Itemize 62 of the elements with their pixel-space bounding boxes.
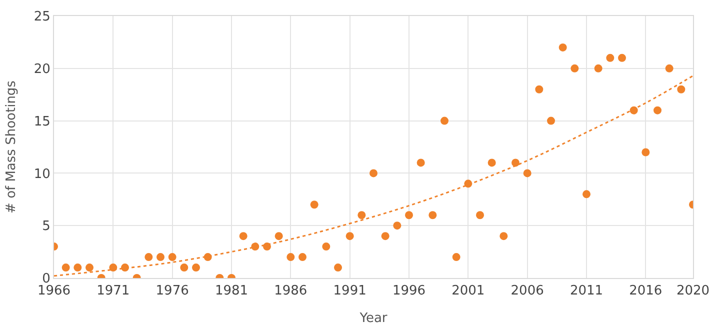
point xyxy=(381,232,390,240)
point xyxy=(570,64,579,72)
x-tick-label: 2001 xyxy=(452,284,485,299)
x-tick-label: 2011 xyxy=(570,284,604,299)
point xyxy=(180,264,188,272)
point xyxy=(310,200,318,209)
point xyxy=(452,253,460,262)
point xyxy=(239,232,248,240)
y-tick-label: 15 xyxy=(34,114,50,130)
point xyxy=(594,64,602,72)
point xyxy=(416,158,425,167)
line-series xyxy=(54,74,693,277)
x-tick-label: 1966 xyxy=(37,284,71,299)
x-tick-label: 1986 xyxy=(274,284,308,299)
point xyxy=(535,85,544,94)
x-tick-label: 1991 xyxy=(333,284,366,299)
point xyxy=(192,264,200,272)
y-tick-label: 10 xyxy=(34,166,50,182)
x-tick-label: 1976 xyxy=(156,284,189,299)
point xyxy=(286,253,295,262)
point xyxy=(606,54,614,62)
x-tick-label: 2020 xyxy=(676,284,710,299)
point xyxy=(144,253,153,262)
point xyxy=(168,253,176,262)
point xyxy=(500,232,508,240)
point xyxy=(86,264,94,272)
x-tick-label: 2006 xyxy=(510,284,544,299)
point xyxy=(346,232,354,240)
point xyxy=(677,85,686,94)
y-tick-label: 20 xyxy=(34,62,50,77)
point xyxy=(298,253,306,262)
point xyxy=(440,116,448,125)
x-axis-title: Year xyxy=(358,311,388,326)
y-tick-label: 5 xyxy=(42,219,50,234)
point xyxy=(665,64,674,72)
point xyxy=(428,211,437,220)
point xyxy=(512,158,520,167)
point xyxy=(156,253,164,262)
point xyxy=(74,264,82,272)
point xyxy=(642,148,650,156)
point xyxy=(582,190,590,198)
x-tick-label: 1996 xyxy=(392,284,426,299)
point xyxy=(618,54,626,62)
point xyxy=(523,169,532,178)
point xyxy=(547,116,555,125)
y-tick-label: 25 xyxy=(34,10,50,25)
point xyxy=(334,264,342,272)
point xyxy=(393,222,402,230)
point xyxy=(405,211,413,220)
point xyxy=(488,158,496,167)
point xyxy=(62,264,70,272)
y-axis-title: # of Mass Shootings xyxy=(4,80,19,214)
point xyxy=(274,232,283,240)
x-tick-label: 1981 xyxy=(214,284,248,299)
point xyxy=(322,242,330,251)
point xyxy=(654,106,662,114)
point xyxy=(358,211,366,220)
point xyxy=(476,211,484,220)
point xyxy=(370,169,378,178)
x-tick-label: 2016 xyxy=(629,284,662,299)
point xyxy=(558,43,567,52)
x-tick-label: 1971 xyxy=(96,284,130,299)
